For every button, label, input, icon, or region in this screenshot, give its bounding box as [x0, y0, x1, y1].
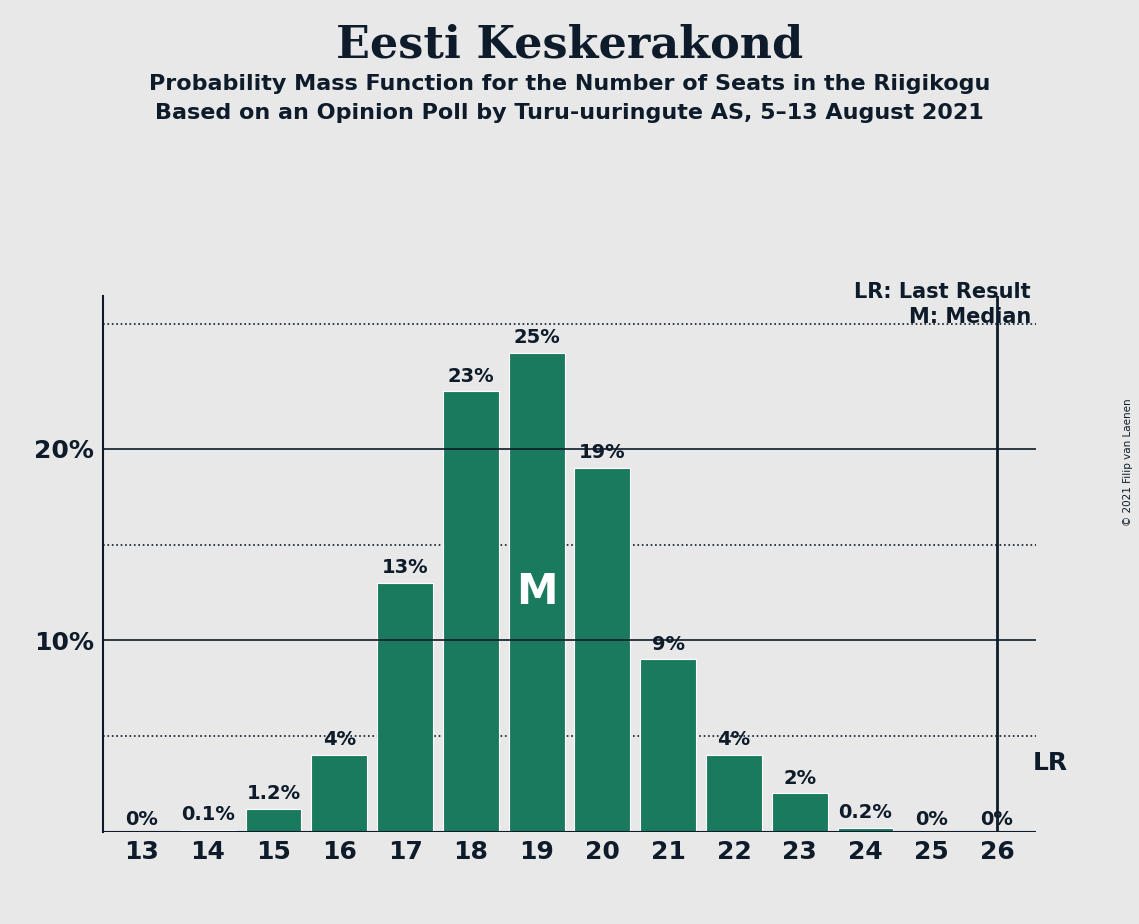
Text: 0.1%: 0.1% [181, 805, 235, 824]
Text: M: M [516, 571, 557, 614]
Bar [574, 468, 630, 832]
Text: 23%: 23% [448, 367, 494, 385]
Text: 9%: 9% [652, 635, 685, 653]
Bar [377, 583, 433, 832]
Text: © 2021 Filip van Laenen: © 2021 Filip van Laenen [1123, 398, 1133, 526]
Text: 13%: 13% [382, 558, 428, 577]
Text: 1.2%: 1.2% [246, 784, 301, 803]
Text: Eesti Keskerakond: Eesti Keskerakond [336, 23, 803, 67]
Text: 0%: 0% [981, 809, 1014, 829]
Text: LR: Last Result: LR: Last Result [854, 282, 1031, 302]
Bar [640, 660, 696, 832]
Text: 19%: 19% [579, 444, 625, 462]
Text: 0%: 0% [125, 809, 158, 829]
Text: M: Median: M: Median [909, 307, 1031, 327]
Bar [772, 794, 828, 832]
Text: 4%: 4% [718, 730, 751, 749]
Text: 25%: 25% [514, 328, 560, 347]
Text: 2%: 2% [784, 769, 817, 787]
Bar [443, 392, 499, 832]
Bar [706, 755, 762, 832]
Bar [837, 828, 893, 832]
Text: Based on an Opinion Poll by Turu-uuringute AS, 5–13 August 2021: Based on an Opinion Poll by Turu-uuringu… [155, 103, 984, 124]
Bar [311, 755, 367, 832]
Text: 4%: 4% [322, 730, 355, 749]
Text: Probability Mass Function for the Number of Seats in the Riigikogu: Probability Mass Function for the Number… [149, 74, 990, 94]
Text: 0%: 0% [915, 809, 948, 829]
Bar [246, 808, 302, 832]
Text: 0.2%: 0.2% [838, 803, 893, 822]
Text: LR: LR [1033, 751, 1068, 775]
Bar [180, 830, 236, 832]
Bar [509, 353, 565, 832]
